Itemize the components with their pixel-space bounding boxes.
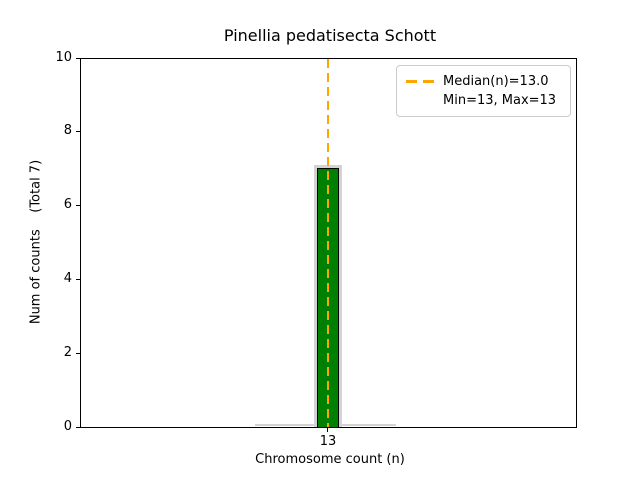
y-tick-mark-6 [76, 205, 80, 206]
median-dash-icon [406, 80, 434, 83]
legend-minmax-label: Min=13, Max=13 [443, 93, 557, 108]
x-tick-mark-13 [327, 428, 328, 432]
x-tick-label-13: 13 [319, 434, 337, 449]
y-tick-label-0: 0 [63, 419, 72, 434]
legend-median-label: Median(n)=13.0 [443, 74, 549, 89]
x-axis-label: Chromosome count (n) [255, 452, 405, 467]
y-tick-mark-8 [76, 131, 80, 132]
y-tick-mark-2 [76, 353, 80, 354]
median-dashed-line [327, 59, 329, 427]
chart-title: Pinellia pedatisecta Schott [223, 26, 437, 45]
y-axis-label: Num of counts (Total 7) [28, 159, 44, 325]
legend-entry-median: Median(n)=13.0 [406, 72, 561, 91]
y-tick-mark-10 [76, 58, 80, 59]
y-tick-label-10: 10 [55, 50, 72, 65]
plot-area [80, 58, 577, 428]
y-tick-label-6: 6 [63, 197, 72, 212]
y-tick-label-2: 2 [63, 345, 72, 360]
y-tick-label-8: 8 [63, 123, 72, 138]
y-tick-mark-0 [76, 427, 80, 428]
legend: Median(n)=13.0 Min=13, Max=13 [396, 65, 571, 117]
legend-entry-minmax: Min=13, Max=13 [406, 91, 561, 110]
y-tick-label-4: 4 [63, 271, 72, 286]
y-tick-mark-4 [76, 279, 80, 280]
